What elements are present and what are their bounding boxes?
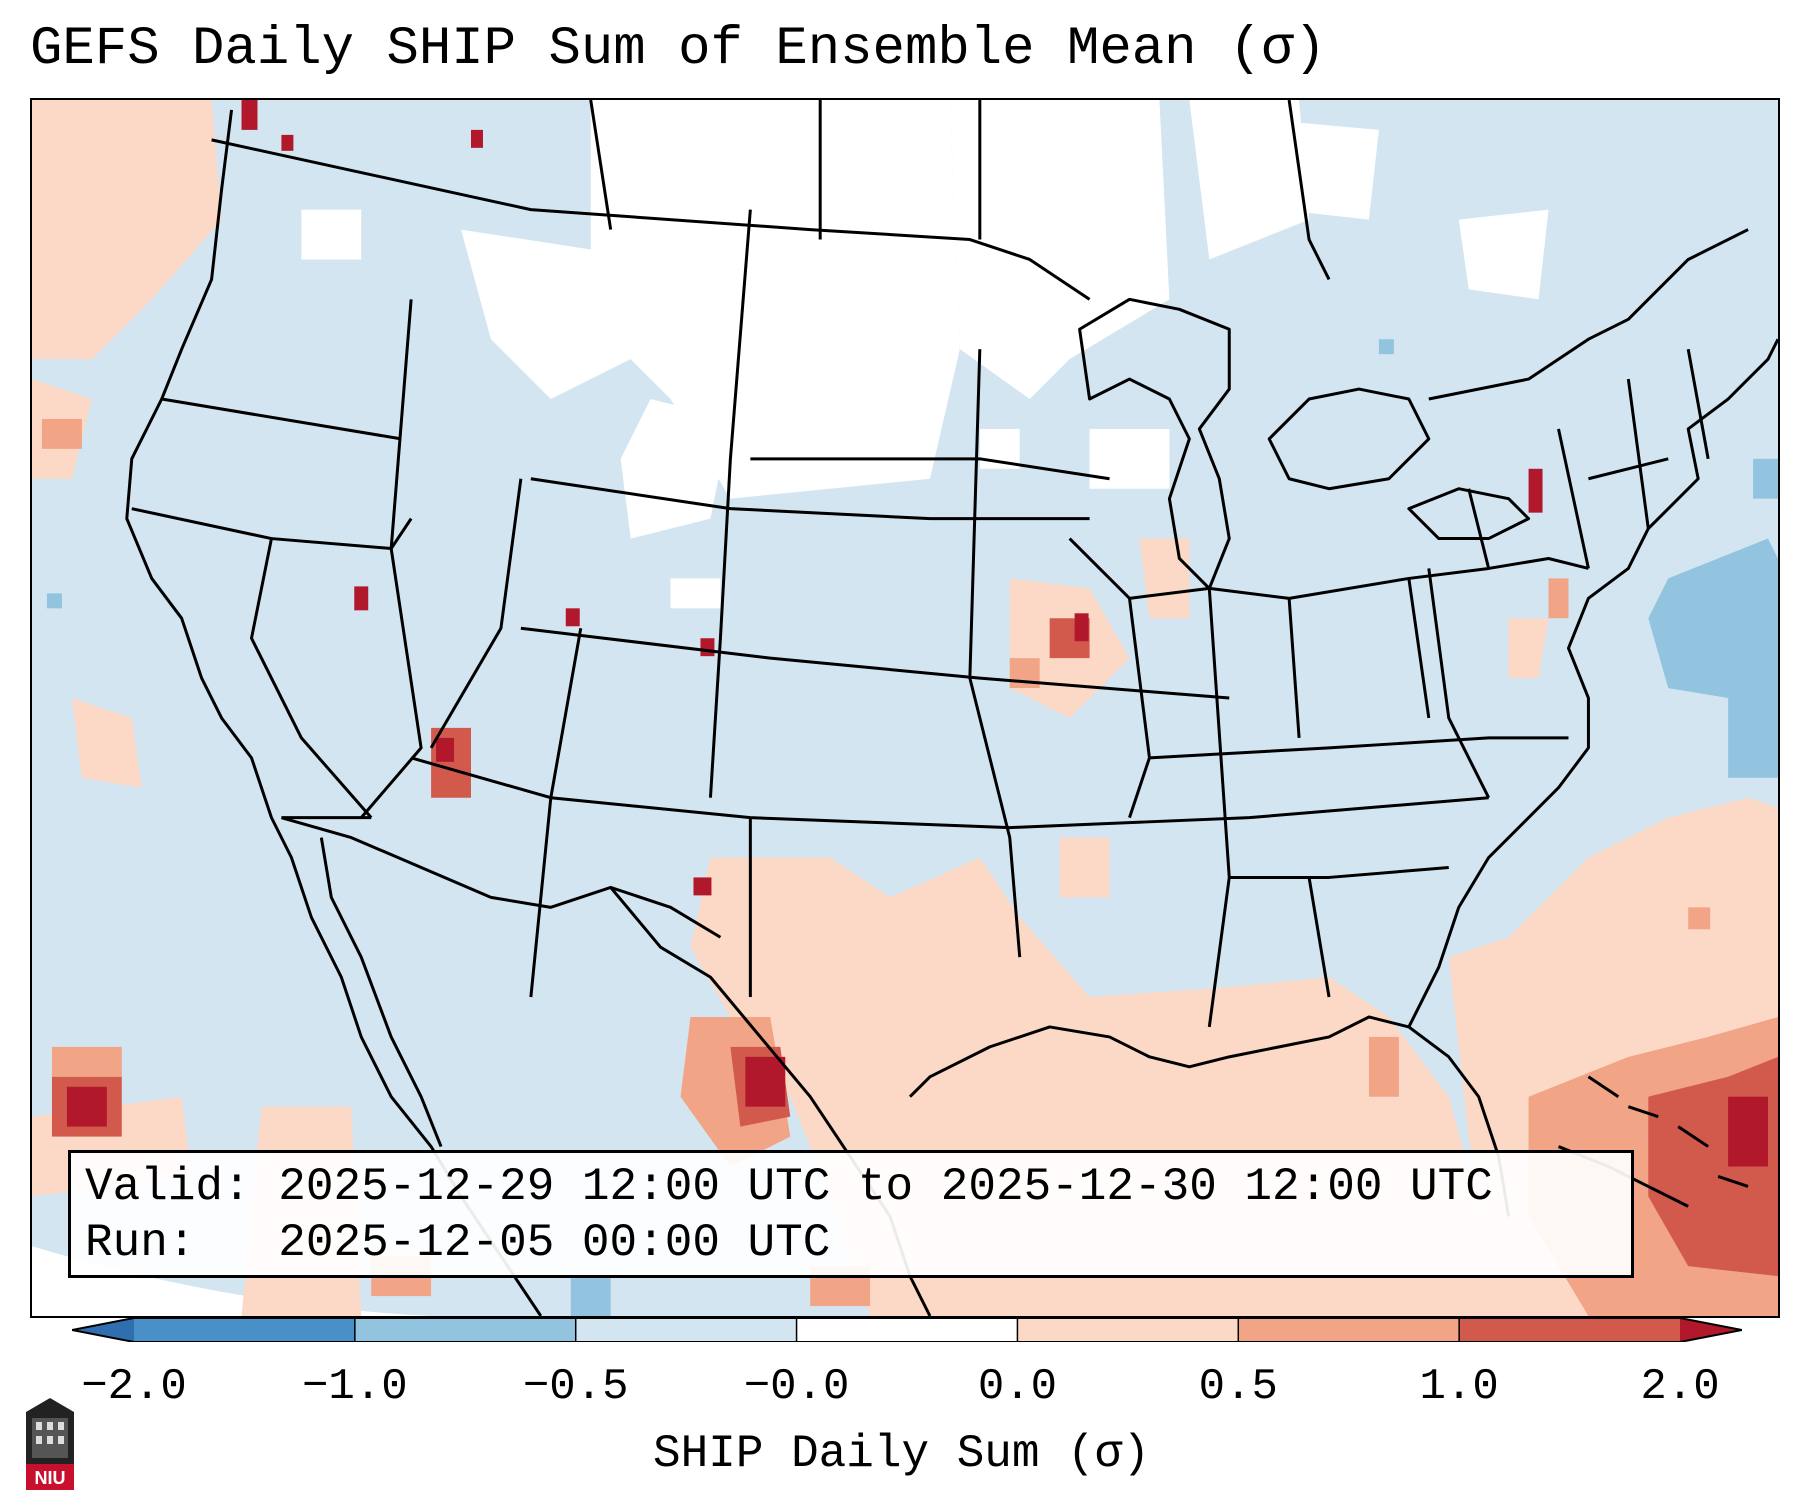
colorbar-bin [1017,1318,1239,1342]
positive-anomaly-extreme [66,100,1769,1167]
colorbar-tick-label: 2.0 [1640,1362,1720,1412]
logo-text: NIU [35,1468,66,1488]
colorbar-tick-label: 0.0 [977,1362,1058,1412]
projection-edge-left [32,1246,432,1316]
valid-label: Valid: [85,1161,251,1213]
colorbar [72,1318,1742,1342]
map-title: GEFS Daily SHIP Sum of Ensemble Mean (σ) [30,19,1327,80]
colorbar-tick-label: −0.5 [522,1362,629,1412]
negative-anomaly-patches [46,339,1778,1316]
colorbar-bin [134,1318,356,1342]
boundaries [125,100,1778,1316]
run-line: Run: 2025-12-05 00:00 UTC [85,1215,1617,1271]
colorbar-bin [796,1318,1018,1342]
colorbar-bin [1238,1318,1460,1342]
niu-logo-icon: NIU [26,1398,74,1490]
colorbar-extension-high [1680,1318,1742,1342]
valid-line: Valid: 2025-12-29 12:00 UTC to 2025-12-3… [85,1159,1617,1215]
colorbar-tick-label: 1.0 [1419,1362,1499,1412]
colorbar-bin [1459,1318,1681,1342]
near-zero-regions [301,100,1549,609]
colorbar-tick-label: 0.5 [1198,1362,1278,1412]
colorbar-label: SHIP Daily Sum (σ) [653,1428,1150,1480]
run-value: 2025-12-05 00:00 UTC [278,1217,831,1269]
colorbar-tick-label: −0.0 [743,1362,850,1412]
ship-anomaly-map [32,100,1778,1316]
colorbar-bin [575,1318,798,1342]
colorbar-tick-label: −1.0 [302,1362,408,1412]
run-info-box: Valid: 2025-12-29 12:00 UTC to 2025-12-3… [68,1150,1634,1278]
colorbar-extension-low [72,1318,134,1342]
run-label: Run: [85,1217,196,1269]
colorbar-bin [354,1318,577,1342]
colorbar-tick-label: −2.0 [81,1362,187,1412]
map-panel [30,98,1780,1318]
valid-value: 2025-12-29 12:00 UTC to 2025-12-30 12:00… [278,1161,1493,1213]
